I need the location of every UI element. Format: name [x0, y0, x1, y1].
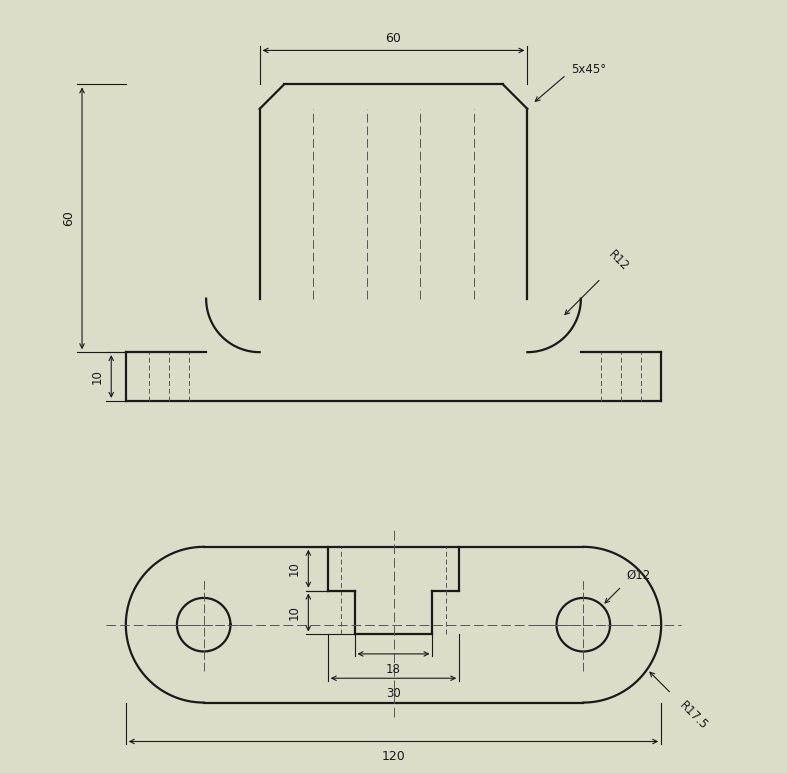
Text: 60: 60: [61, 210, 75, 226]
Text: Ø12: Ø12: [626, 568, 651, 581]
Text: 18: 18: [386, 662, 401, 676]
Text: 10: 10: [288, 561, 301, 576]
Text: 30: 30: [386, 687, 401, 700]
Text: R17.5: R17.5: [676, 699, 710, 732]
Text: 60: 60: [386, 32, 401, 45]
Text: R12: R12: [606, 248, 631, 274]
Text: 120: 120: [382, 751, 405, 763]
Text: 10: 10: [288, 605, 301, 620]
Text: 5x45°: 5x45°: [571, 63, 606, 77]
Text: 10: 10: [91, 369, 104, 384]
